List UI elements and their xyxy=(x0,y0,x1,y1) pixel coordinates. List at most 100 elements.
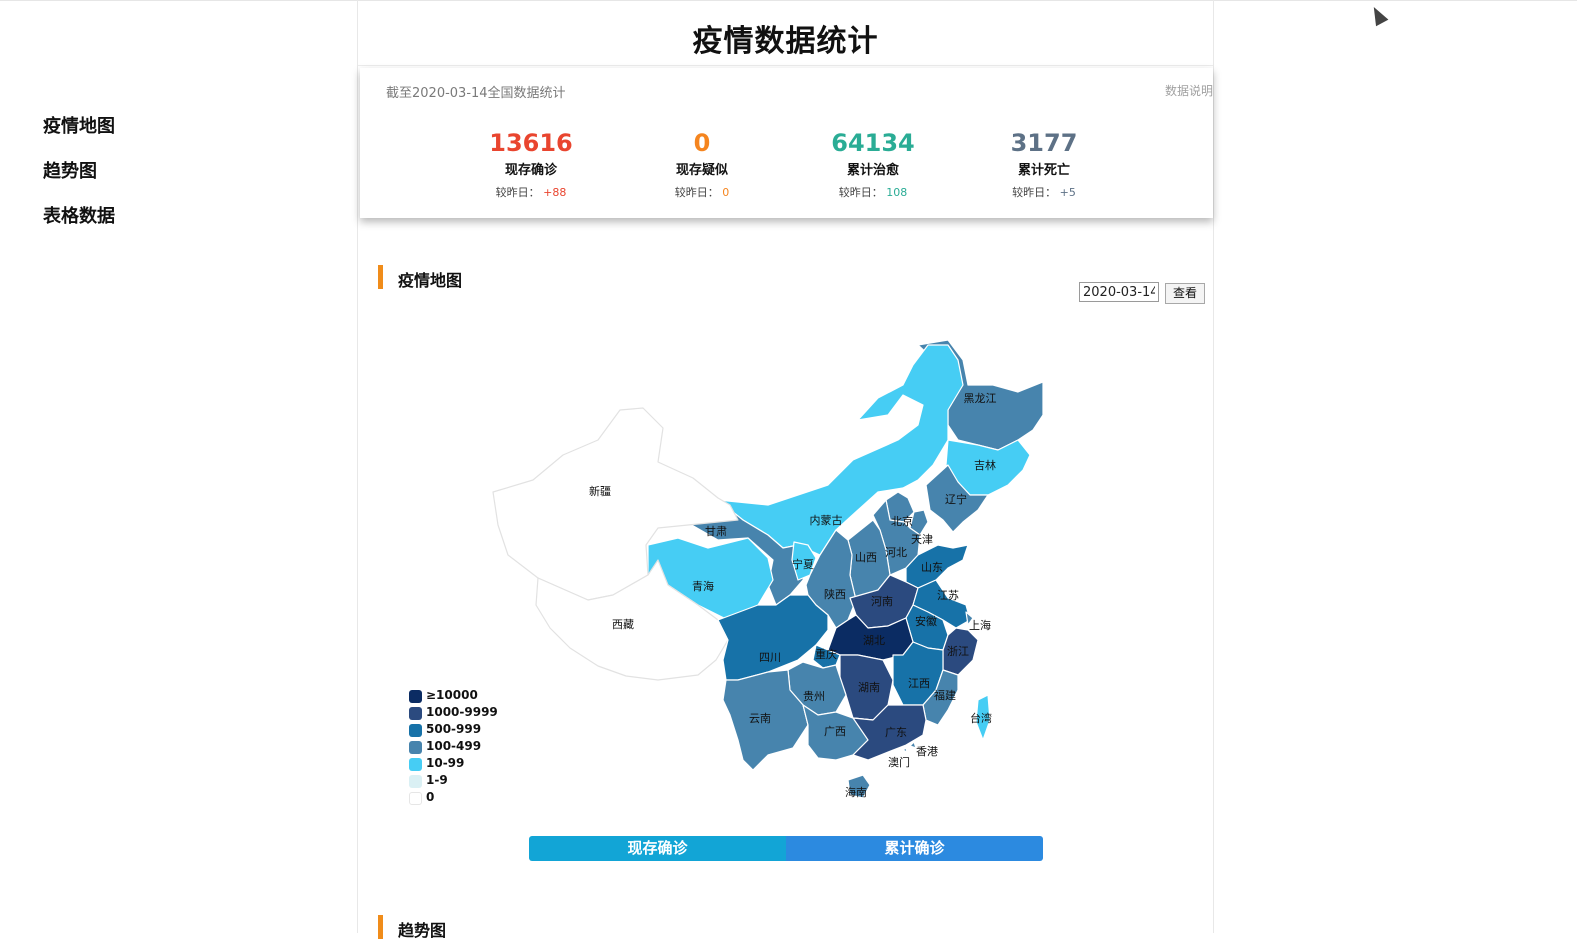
province-label: 辽宁 xyxy=(945,492,967,506)
section-title: 疫情地图 xyxy=(398,271,463,290)
compare-label: 较昨日： xyxy=(838,186,883,199)
mouse-cursor-icon xyxy=(1367,3,1389,27)
view-button[interactable]: 查看 xyxy=(1165,283,1205,304)
province-label: 贵州 xyxy=(803,690,825,703)
province-label: 吉林 xyxy=(974,458,996,472)
province-region[interactable] xyxy=(965,611,974,626)
province-label: 香港 xyxy=(916,745,938,758)
legend-swatch xyxy=(409,690,422,703)
province-label: 河北 xyxy=(885,546,907,559)
legend-swatch xyxy=(409,707,422,720)
section-accent-bar xyxy=(378,915,383,939)
legend-swatch xyxy=(409,758,422,771)
province-label: 河南 xyxy=(871,595,893,608)
province-label: 澳门 xyxy=(888,755,910,769)
province-label: 福建 xyxy=(934,688,956,702)
nav-item-trend-chart[interactable]: 趋势图 xyxy=(43,161,97,182)
stat-value: 0 xyxy=(693,129,711,157)
date-input[interactable] xyxy=(1079,282,1159,302)
province-label: 山西 xyxy=(855,551,877,564)
province-label: 云南 xyxy=(749,712,771,725)
legend-label: 10-99 xyxy=(426,756,465,770)
legend-label: ≥10000 xyxy=(426,688,478,702)
legend-swatch xyxy=(409,775,422,788)
province-label: 天津 xyxy=(911,533,933,546)
province-label: 广西 xyxy=(824,725,846,738)
stat-total-cured: 64134 累计治愈 较昨日： 108 xyxy=(813,128,933,200)
province-label: 海南 xyxy=(845,785,867,799)
side-navigation: 疫情地图 趋势图 表格数据 xyxy=(43,112,115,247)
stat-current-confirmed: 13616 现存确诊 较昨日： +88 xyxy=(471,128,591,200)
province-label: 黑龙江 xyxy=(964,392,997,405)
legend-swatch xyxy=(409,741,422,754)
province-label: 西藏 xyxy=(612,618,634,631)
legend-label: 1000-9999 xyxy=(426,705,498,719)
province-label: 安徽 xyxy=(915,614,937,628)
province-label: 广东 xyxy=(885,726,907,739)
province-label: 甘肃 xyxy=(705,525,727,538)
nav-item-table-data[interactable]: 表格数据 xyxy=(43,206,115,227)
section-accent-bar xyxy=(378,265,383,289)
province-label: 湖南 xyxy=(858,681,880,694)
province-label: 北京 xyxy=(891,514,913,528)
map-mode-toggle: 现存确诊 累计确诊 xyxy=(529,836,1043,861)
province-region[interactable] xyxy=(909,741,917,749)
province-region[interactable] xyxy=(852,704,927,761)
province-region[interactable] xyxy=(722,669,809,771)
province-region[interactable] xyxy=(902,747,908,753)
province-label: 湖北 xyxy=(863,634,885,647)
legend-swatch xyxy=(409,724,422,737)
legend-label: 100-499 xyxy=(426,739,482,753)
toggle-total-confirmed-button[interactable]: 累计确诊 xyxy=(786,836,1043,861)
section-title: 趋势图 xyxy=(398,921,447,940)
compare-label: 较昨日： xyxy=(495,186,540,199)
stat-value: 13616 xyxy=(489,129,573,157)
top-divider xyxy=(0,0,1577,1)
province-label: 台湾 xyxy=(970,711,992,725)
stat-delta: 较昨日： +88 xyxy=(471,184,591,200)
delta-value: 0 xyxy=(722,186,730,199)
province-label: 浙江 xyxy=(947,645,969,658)
legend-label: 500-999 xyxy=(426,722,482,736)
stat-label: 现存疑似 xyxy=(675,163,728,178)
compare-label: 较昨日： xyxy=(674,186,719,199)
province-label: 陕西 xyxy=(824,587,846,601)
as-of-date-text: 截至2020-03-14全国数据统计 xyxy=(386,86,566,101)
main-column: 疫情数据统计 截至2020-03-14全国数据统计 数据说明 13616 现存确… xyxy=(357,0,1214,940)
province-label: 新疆 xyxy=(589,484,611,498)
stat-label: 现存确诊 xyxy=(504,163,557,178)
stat-delta: 较昨日： 0 xyxy=(642,184,762,200)
province-region[interactable] xyxy=(847,774,871,799)
province-label: 宁夏 xyxy=(792,557,814,571)
delta-value: +5 xyxy=(1059,186,1076,199)
province-label: 江苏 xyxy=(937,589,959,602)
nav-item-epidemic-map[interactable]: 疫情地图 xyxy=(43,116,115,137)
stat-value: 64134 xyxy=(831,129,915,157)
stat-total-deaths: 3177 累计死亡 较昨日： +5 xyxy=(984,128,1104,200)
data-note-link[interactable]: 数据说明 xyxy=(1164,84,1213,98)
stat-label: 累计死亡 xyxy=(1017,163,1070,178)
province-label: 上海 xyxy=(969,618,991,632)
stat-delta: 较昨日： +5 xyxy=(984,184,1104,200)
province-region[interactable] xyxy=(717,594,829,681)
stat-value: 3177 xyxy=(1010,129,1078,157)
legend-label: 0 xyxy=(426,790,435,804)
province-label: 重庆 xyxy=(815,647,837,661)
province-label: 山东 xyxy=(921,561,943,574)
summary-card: 截至2020-03-14全国数据统计 数据说明 13616 现存确诊 较昨日： … xyxy=(360,68,1213,218)
province-region[interactable] xyxy=(535,559,729,681)
province-label: 江西 xyxy=(908,677,930,690)
delta-value: 108 xyxy=(886,186,908,199)
stat-current-suspected: 0 现存疑似 较昨日： 0 xyxy=(642,128,762,200)
province-label: 四川 xyxy=(759,651,781,664)
compare-label: 较昨日： xyxy=(1012,186,1057,199)
stat-delta: 较昨日： 108 xyxy=(813,184,933,200)
province-label: 青海 xyxy=(692,579,714,593)
province-region[interactable] xyxy=(975,694,991,741)
province-region[interactable] xyxy=(909,509,929,536)
page-title: 疫情数据统计 xyxy=(692,24,879,59)
toggle-current-confirmed-button[interactable]: 现存确诊 xyxy=(529,836,786,861)
province-region[interactable] xyxy=(925,464,989,533)
title-divider xyxy=(358,65,1213,66)
